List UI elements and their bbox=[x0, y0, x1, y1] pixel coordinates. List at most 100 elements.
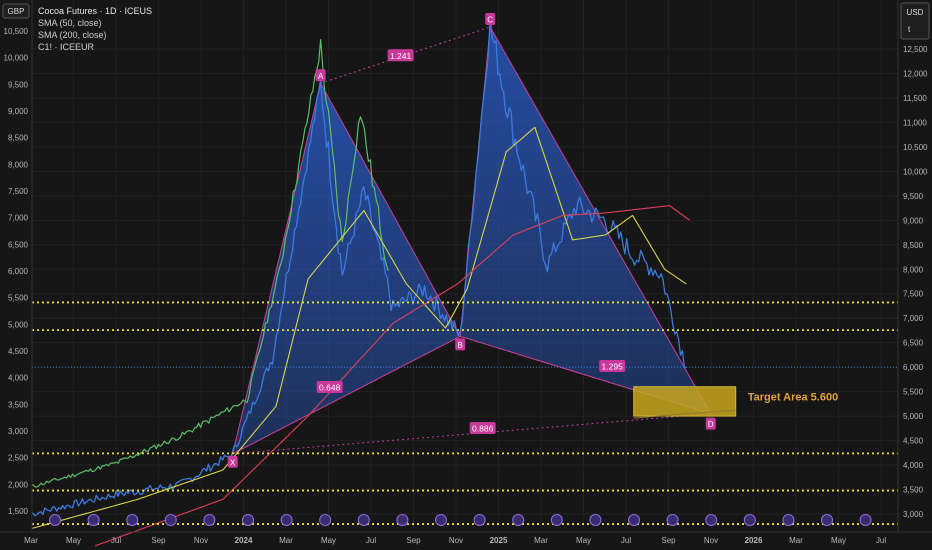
legend-sma200: SMA (200, close) bbox=[38, 30, 107, 40]
right-tick-12: 6,500 bbox=[903, 339, 924, 348]
point-label-0: X bbox=[230, 458, 236, 467]
left-tick-4: 8,500 bbox=[8, 134, 29, 143]
right-tick-6: 9,500 bbox=[903, 192, 924, 201]
right-tick-14: 5,500 bbox=[903, 388, 924, 397]
x-tick-19: May bbox=[831, 536, 846, 545]
right-tick-19: 3,000 bbox=[903, 510, 924, 519]
x-tick-11: 2025 bbox=[490, 536, 508, 545]
event-marker-6 bbox=[280, 514, 293, 526]
ratio-label-bg-3 bbox=[469, 422, 496, 434]
usd-box bbox=[900, 2, 930, 40]
right-tick-18: 3,500 bbox=[903, 486, 924, 495]
ratio-label-bg-2 bbox=[599, 360, 626, 372]
event-marker-0 bbox=[49, 514, 61, 526]
target-area-label: Target Area 5.600 bbox=[748, 392, 839, 404]
left-axis-panel bbox=[0, 0, 32, 550]
left-tick-6: 7,500 bbox=[8, 187, 29, 196]
left-tick-11: 5,000 bbox=[8, 320, 29, 329]
point-label-bg-3 bbox=[485, 12, 496, 25]
unit-label: t bbox=[908, 25, 911, 34]
point-label-bg-0 bbox=[227, 455, 238, 468]
xab-triangle bbox=[231, 81, 461, 455]
event-marker-17 bbox=[705, 514, 718, 526]
x-tick-0: Mar bbox=[24, 536, 38, 545]
event-marker-9 bbox=[396, 514, 409, 526]
point-label-bg-2 bbox=[455, 338, 466, 351]
event-marker-19 bbox=[782, 514, 795, 526]
gbp-box bbox=[2, 3, 30, 19]
left-tick-17: 2,000 bbox=[8, 480, 29, 489]
x-tick-9: Sep bbox=[406, 536, 421, 545]
left-tick-15: 3,000 bbox=[8, 427, 29, 436]
event-marker-12 bbox=[512, 514, 525, 526]
event-marker-1 bbox=[87, 514, 100, 526]
x-tick-15: Sep bbox=[661, 536, 676, 545]
right-tick-8: 8,500 bbox=[903, 241, 924, 250]
x-tick-17: 2026 bbox=[745, 536, 763, 545]
event-marker-11 bbox=[473, 514, 486, 526]
left-tick-14: 3,500 bbox=[8, 400, 29, 409]
ratio-line-bd bbox=[460, 335, 711, 415]
point-label-bg-4 bbox=[705, 417, 716, 430]
left-tick-8: 6,500 bbox=[8, 240, 29, 249]
x-tick-20: Jul bbox=[876, 536, 886, 545]
series-cocoa-usd bbox=[30, 18, 687, 517]
left-tick-1: 10,000 bbox=[4, 54, 29, 63]
x-tick-14: Jul bbox=[621, 536, 631, 545]
target-zone-diagonal bbox=[633, 409, 736, 419]
point-label-bg-1 bbox=[315, 69, 326, 82]
event-marker-15 bbox=[628, 514, 640, 526]
gbp-label: GBP bbox=[8, 7, 25, 16]
legend-sma50: SMA (50, close) bbox=[38, 18, 102, 28]
right-tick-4: 10,500 bbox=[903, 143, 928, 152]
right-tick-0: 12,500 bbox=[903, 45, 928, 54]
point-label-1: A bbox=[318, 72, 324, 81]
right-tick-2: 11,500 bbox=[903, 94, 927, 103]
x-tick-16: Nov bbox=[704, 536, 718, 545]
legend-title: Cocoa Futures · 1D · ICEUS bbox=[38, 6, 153, 16]
x-tick-10: Nov bbox=[449, 536, 463, 545]
series-sma50 bbox=[30, 126, 687, 530]
right-tick-5: 10,000 bbox=[903, 167, 928, 176]
event-marker-10 bbox=[435, 514, 447, 526]
right-tick-10: 7,500 bbox=[903, 290, 924, 299]
event-marker-18 bbox=[743, 514, 756, 526]
right-tick-11: 7,000 bbox=[903, 314, 924, 323]
series-sma200 bbox=[95, 205, 691, 547]
x-tick-4: Nov bbox=[194, 536, 208, 545]
ratio-label-0: 1.241 bbox=[390, 51, 412, 61]
event-marker-16 bbox=[666, 514, 679, 526]
left-tick-18: 1,500 bbox=[8, 507, 29, 516]
right-tick-9: 8,000 bbox=[903, 265, 924, 274]
ratio-label-3: 0.886 bbox=[472, 424, 494, 434]
event-marker-3 bbox=[164, 514, 177, 526]
right-tick-13: 6,000 bbox=[903, 363, 924, 372]
point-label-4: D bbox=[708, 420, 714, 429]
event-marker-5 bbox=[242, 514, 254, 526]
right-axis-panel bbox=[898, 0, 932, 550]
x-tick-18: Mar bbox=[789, 536, 803, 545]
x-tick-1: May bbox=[66, 536, 81, 545]
left-tick-9: 6,000 bbox=[8, 267, 29, 276]
x-tick-12: Mar bbox=[534, 536, 548, 545]
event-marker-13 bbox=[550, 514, 563, 526]
x-tick-8: Jul bbox=[366, 536, 376, 545]
x-tick-6: Mar bbox=[279, 536, 293, 545]
x-tick-13: May bbox=[576, 536, 591, 545]
ratio-label-bg-0 bbox=[387, 49, 414, 62]
event-marker-8 bbox=[357, 514, 370, 526]
left-tick-12: 4,500 bbox=[8, 347, 29, 356]
left-tick-5: 8,000 bbox=[8, 160, 29, 169]
left-tick-13: 4,000 bbox=[8, 374, 29, 383]
ratio-label-2: 1.295 bbox=[602, 362, 624, 372]
ratio-label-bg-1 bbox=[316, 381, 343, 393]
x-tick-2: Jul bbox=[111, 536, 121, 545]
event-marker-21 bbox=[859, 514, 872, 526]
x-tick-3: Sep bbox=[151, 536, 166, 545]
usd-label: USD bbox=[907, 8, 924, 17]
right-tick-15: 5,000 bbox=[903, 412, 924, 421]
left-tick-10: 5,500 bbox=[8, 294, 29, 303]
event-marker-4 bbox=[203, 514, 216, 526]
right-tick-7: 9,000 bbox=[903, 216, 924, 225]
point-label-2: B bbox=[458, 341, 463, 350]
